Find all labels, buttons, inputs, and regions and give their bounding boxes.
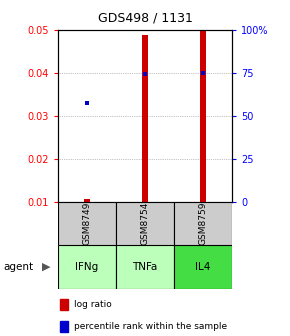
- Bar: [60, 321, 68, 332]
- Text: GSM8749: GSM8749: [82, 202, 92, 245]
- Bar: [200, 29, 206, 202]
- Bar: [174, 202, 232, 245]
- Text: GSM8754: GSM8754: [140, 202, 150, 245]
- Text: ▶: ▶: [42, 262, 51, 272]
- Bar: [116, 202, 174, 245]
- Bar: [84, 199, 90, 202]
- Bar: [174, 245, 232, 289]
- Text: IFNg: IFNg: [75, 262, 99, 272]
- Bar: [58, 245, 116, 289]
- Text: IL4: IL4: [195, 262, 211, 272]
- Text: TNFa: TNFa: [132, 262, 158, 272]
- Bar: [58, 202, 116, 245]
- Bar: [142, 35, 148, 202]
- Text: log ratio: log ratio: [74, 300, 111, 309]
- Text: percentile rank within the sample: percentile rank within the sample: [74, 322, 227, 331]
- Text: GSM8759: GSM8759: [198, 202, 208, 245]
- Text: agent: agent: [3, 262, 33, 272]
- Bar: [116, 245, 174, 289]
- Bar: [60, 299, 68, 310]
- Text: GDS498 / 1131: GDS498 / 1131: [97, 12, 193, 25]
